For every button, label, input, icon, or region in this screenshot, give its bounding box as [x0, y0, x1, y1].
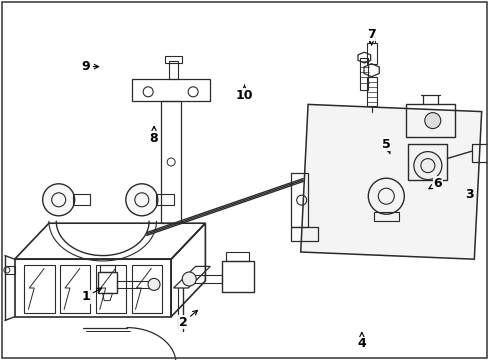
Circle shape [413, 152, 441, 180]
Text: 10: 10 [235, 85, 253, 102]
Text: 5: 5 [381, 138, 390, 154]
Text: 7: 7 [366, 28, 375, 45]
Circle shape [424, 113, 440, 129]
Circle shape [148, 278, 160, 291]
Text: 8: 8 [149, 126, 158, 145]
Text: 3: 3 [464, 188, 473, 201]
Text: 2: 2 [179, 310, 197, 329]
Text: 6: 6 [428, 177, 441, 190]
Polygon shape [300, 104, 481, 259]
Text: 9: 9 [81, 60, 99, 73]
Circle shape [182, 272, 196, 286]
Circle shape [125, 184, 158, 216]
Circle shape [42, 184, 75, 216]
Text: 4: 4 [357, 332, 366, 350]
Text: 1: 1 [81, 288, 102, 303]
